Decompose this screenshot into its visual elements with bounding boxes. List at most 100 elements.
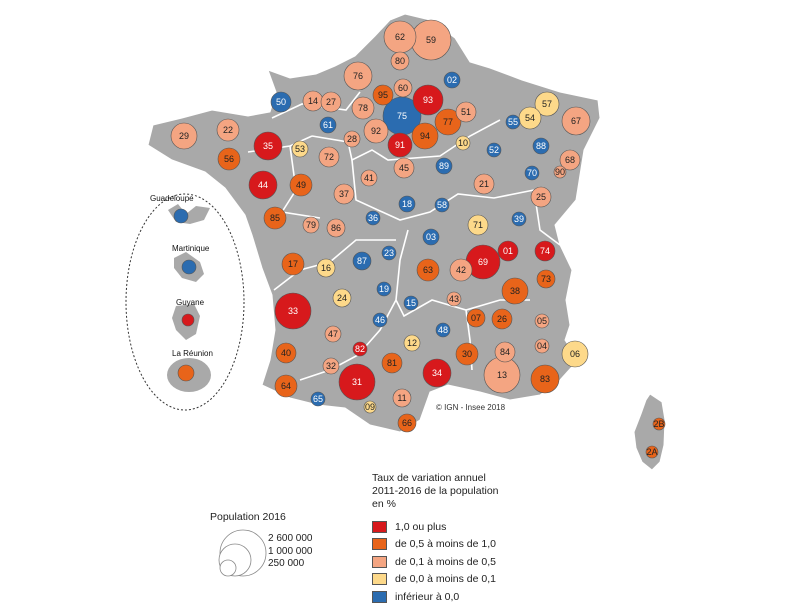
department-code-label: 27 [326, 97, 336, 107]
department-code-label: 84 [500, 347, 510, 357]
size-legend-circle [219, 559, 237, 577]
department-code-label: 79 [306, 220, 316, 230]
department-code-label: 67 [571, 116, 581, 126]
department-code-label: 05 [537, 316, 547, 326]
department-code-label: 49 [296, 180, 306, 190]
department-code-label: 37 [339, 189, 349, 199]
department-code-label: 64 [281, 381, 291, 391]
department-code-label: 26 [497, 314, 507, 324]
department-code-label: 74 [540, 246, 550, 256]
legend-label: de 0,0 à moins de 0,1 [395, 573, 496, 586]
overseas-name-label: Guyane [176, 298, 205, 307]
overseas-name-label: Martinique [172, 244, 210, 253]
department-bubble [532, 137, 550, 155]
department-code-label: 62 [395, 32, 405, 42]
department-code-label: 41 [364, 173, 374, 183]
department-bubble [434, 108, 462, 136]
department-bubble [274, 374, 298, 398]
department-code-label: 77 [443, 117, 453, 127]
department-code-label: 06 [570, 349, 580, 359]
department-code-label: 32 [326, 361, 336, 371]
department-bubbles: 59 75 33 31 13 69 62 93 76 67 35 44 34 83 94 77 29 38 06 57… [170, 19, 666, 459]
department-code-label: 23 [384, 248, 394, 258]
department-bubble [455, 135, 471, 151]
department-code-label: 02 [447, 75, 457, 85]
department-code-label: 52 [489, 145, 499, 155]
department-code-label: 75 [397, 111, 407, 121]
department-bubble [393, 78, 413, 98]
department-bubble [530, 186, 552, 208]
department-bubble [170, 122, 198, 150]
department-bubble [343, 61, 373, 91]
department-bubble [363, 118, 389, 144]
department-bubble [422, 358, 452, 388]
legend-label: de 0,5 à moins de 1,0 [395, 538, 496, 551]
department-code-label: 19 [379, 284, 389, 294]
department-bubble [322, 357, 340, 375]
overseas-labels: Guadeloupe Martinique Guyane La Réunion [150, 194, 213, 358]
department-code-label: 81 [387, 358, 397, 368]
department-bubble [324, 325, 342, 343]
department-bubble [645, 445, 659, 459]
department-code-label: 31 [352, 377, 362, 387]
department-code-label: 71 [473, 220, 483, 230]
department-bubble [455, 342, 479, 366]
department-bubble [289, 173, 313, 197]
department-bubble [248, 170, 278, 200]
department-code-label: 13 [497, 370, 507, 380]
department-code-label: 39 [514, 214, 524, 224]
legend-swatch [372, 521, 387, 533]
department-bubble [446, 291, 462, 307]
department-code-label: 86 [331, 223, 341, 233]
department-code-label: 61 [323, 120, 333, 130]
department-bubble [274, 292, 312, 330]
department-code-label: 40 [281, 348, 291, 358]
department-bubble [534, 91, 560, 117]
department-bubble [534, 240, 556, 262]
department-code-label: 56 [224, 154, 234, 164]
department-bubble [343, 130, 361, 148]
department-bubble [381, 352, 403, 374]
department-bubble [263, 206, 287, 230]
department-code-label: 59 [426, 35, 436, 45]
department-code-label: 70 [527, 168, 537, 178]
department-code-label: 53 [295, 144, 305, 154]
size-legend-value: 250 000 [268, 558, 305, 569]
department-bubble [534, 313, 550, 329]
department-bubble [302, 216, 320, 234]
department-bubble [216, 118, 240, 142]
overseas-bubbles [173, 208, 197, 382]
legend-title-line: Taux de variation annuel [372, 472, 486, 484]
department-bubble [387, 132, 413, 158]
department-bubble [338, 363, 376, 401]
department-bubble [363, 400, 377, 414]
legend-title-line: 2011-2016 de la population [372, 485, 499, 497]
department-code-label: 2B [653, 419, 664, 429]
department-bubble [561, 106, 591, 136]
legend-swatch [372, 590, 387, 603]
department-bubble [534, 338, 550, 354]
department-code-label: 14 [308, 96, 318, 106]
department-bubble [351, 96, 375, 120]
department-bubble [455, 101, 477, 123]
department-bubble [412, 84, 444, 116]
department-bubble [352, 341, 368, 357]
overseas-bubble [173, 208, 189, 224]
department-code-label: 10 [458, 138, 468, 148]
department-bubble [393, 157, 415, 179]
department-bubble [511, 211, 527, 227]
department-bubble [397, 413, 417, 433]
department-bubble [403, 334, 421, 352]
department-bubble [652, 417, 666, 431]
department-code-label: 29 [179, 131, 189, 141]
department-bubble [253, 131, 283, 161]
department-code-label: 15 [406, 298, 416, 308]
legend-swatch [372, 538, 387, 551]
department-bubble [310, 391, 326, 407]
department-code-label: 63 [423, 265, 433, 275]
department-code-label: 82 [355, 344, 365, 354]
department-code-label: 25 [536, 192, 546, 202]
department-bubble [559, 149, 581, 171]
department-code-label: 09 [365, 402, 375, 412]
